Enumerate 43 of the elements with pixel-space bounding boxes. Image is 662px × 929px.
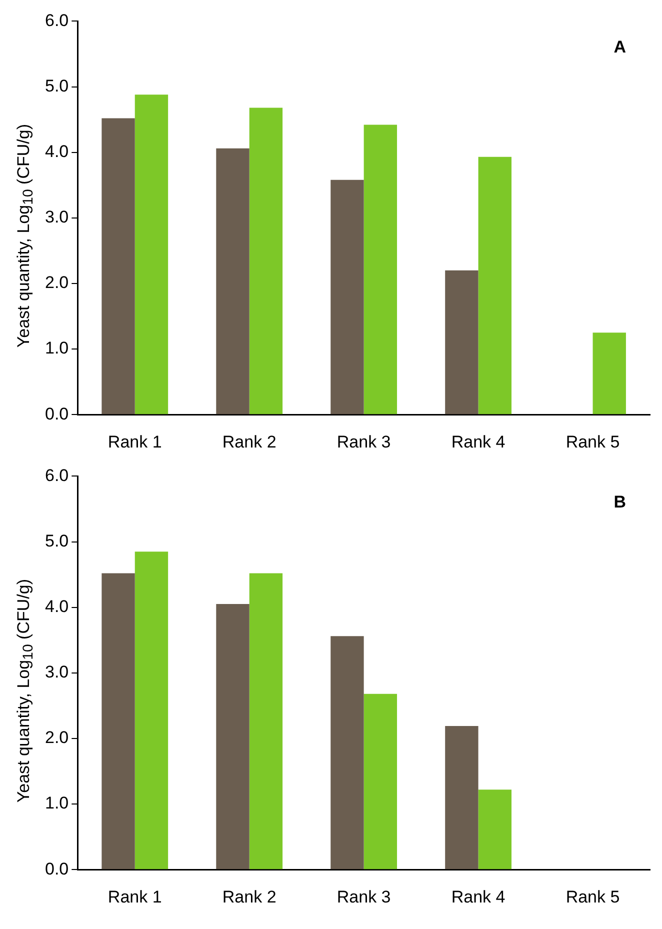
annotation: B: [614, 492, 626, 512]
x-tick-label: Rank 1: [108, 887, 162, 906]
y-tick-label: 5.0: [44, 531, 69, 550]
bar: [102, 573, 135, 870]
bar: [249, 108, 283, 414]
x-tick-label: Rank 5: [566, 432, 620, 452]
bar: [249, 573, 283, 870]
bar: [445, 726, 478, 870]
bar: [445, 270, 478, 414]
bar: [216, 148, 250, 414]
bar: [330, 636, 364, 870]
bar: [364, 694, 398, 870]
y-tick-label: 1.0: [44, 794, 69, 813]
bar: [134, 552, 168, 870]
y-tick-label: 6.0: [44, 10, 69, 30]
y-tick-label: 5.0: [44, 76, 69, 96]
y-tick-label: 1.0: [44, 338, 69, 358]
x-tick-label: Rank 5: [566, 887, 620, 906]
bar: [216, 604, 250, 870]
x-tick-label: Rank 2: [222, 432, 276, 452]
annotation: A: [614, 37, 626, 56]
y-tick-label: 3.0: [44, 208, 69, 227]
y-tick-label: 6.0: [44, 466, 69, 485]
x-tick-label: Rank 3: [336, 432, 391, 452]
bar: [478, 790, 512, 870]
bar: [330, 180, 364, 414]
bar: [364, 124, 398, 414]
y-tick-label: 2.0: [44, 728, 69, 748]
x-tick-label: Rank 3: [336, 887, 391, 906]
bar: [134, 94, 168, 414]
x-tick-label: Rank 1: [108, 432, 162, 452]
x-tick-label: Rank 2: [222, 887, 276, 906]
y-tick-label: 3.0: [44, 662, 69, 682]
y-tick-label: 0.0: [44, 404, 69, 424]
bar: [592, 332, 626, 414]
bar: [102, 118, 135, 414]
y-tick-label: 0.0: [44, 859, 69, 878]
y-tick-label: 2.0: [44, 273, 69, 292]
x-tick-label: Rank 4: [451, 432, 506, 452]
y-tick-label: 4.0: [44, 597, 69, 616]
x-tick-label: Rank 4: [451, 887, 506, 906]
y-tick-label: 4.0: [44, 142, 69, 162]
bar: [478, 156, 512, 414]
